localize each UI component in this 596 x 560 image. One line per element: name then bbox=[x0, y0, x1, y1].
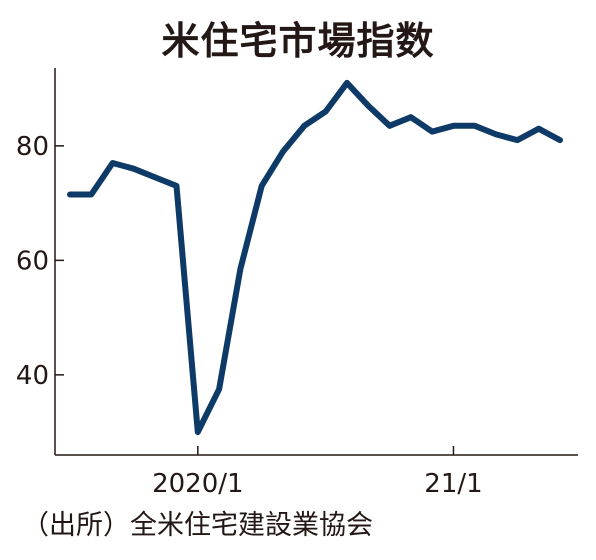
y-tick-label: 60 bbox=[16, 246, 49, 276]
y-tick-label: 80 bbox=[16, 132, 49, 162]
y-axis-ticks: 40 60 80 bbox=[16, 132, 64, 391]
chart-axes bbox=[54, 68, 578, 456]
x-tick-label: 21/1 bbox=[424, 469, 482, 499]
series-line bbox=[67, 79, 563, 436]
chart-title: 米住宅市場指数 bbox=[161, 19, 435, 63]
y-tick-label: 40 bbox=[16, 361, 49, 391]
series-layer bbox=[67, 79, 563, 436]
x-tick-label: 2020/1 bbox=[152, 469, 243, 499]
x-axis-ticks: 2020/1 21/1 bbox=[152, 446, 483, 499]
source-note: （出所）全米住宅建設業協会 bbox=[22, 510, 373, 541]
